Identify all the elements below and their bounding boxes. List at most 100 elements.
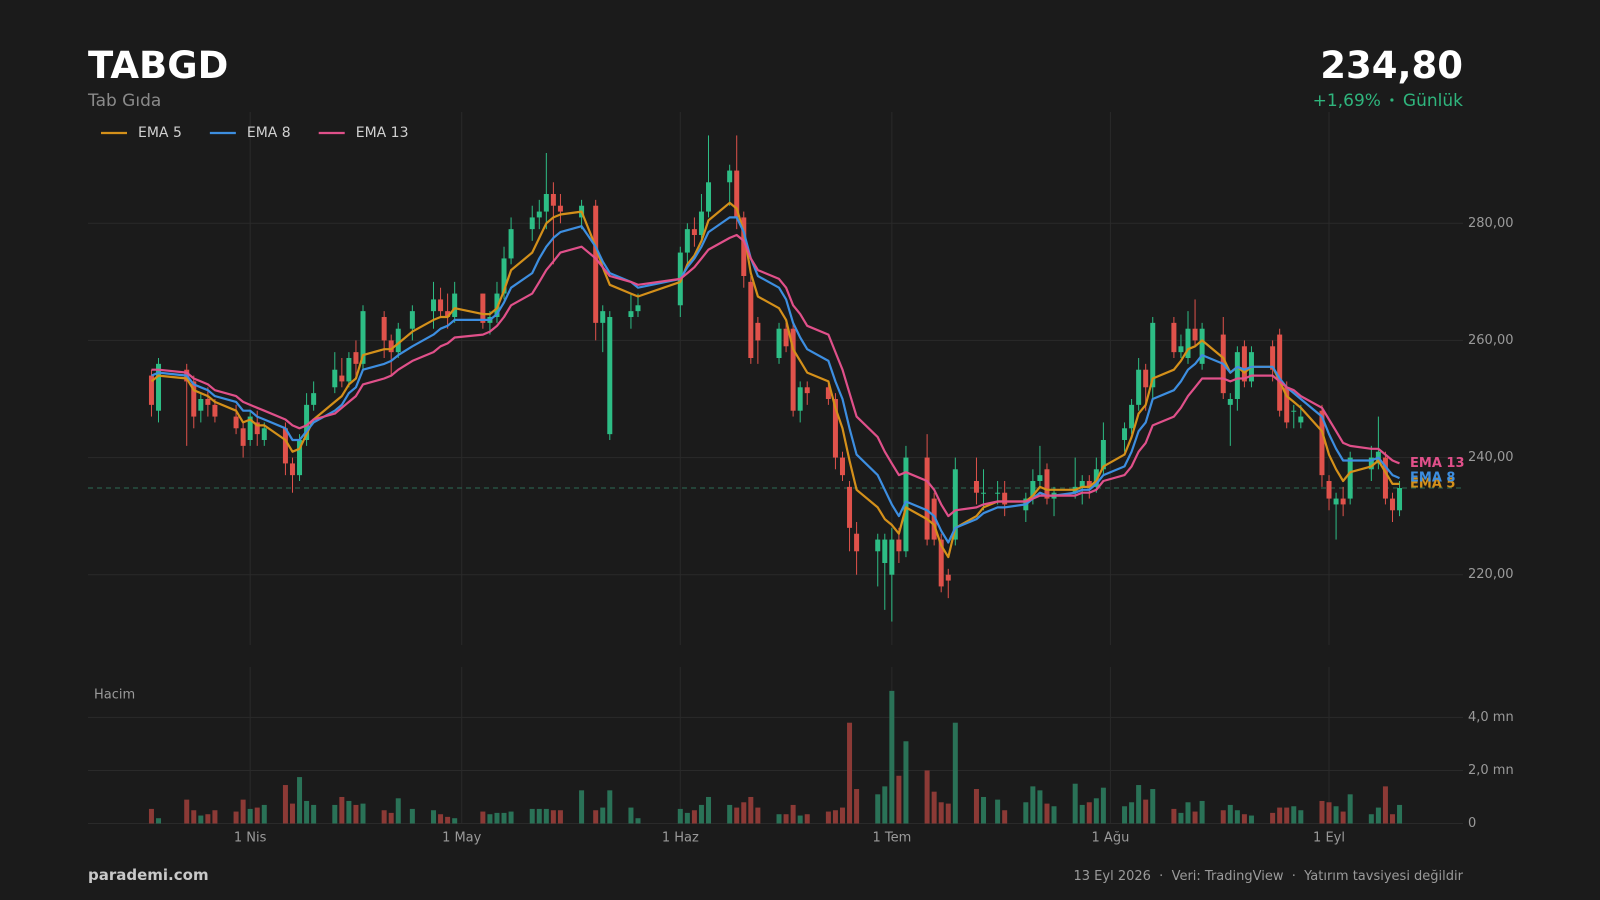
candle-body [741,217,747,276]
candle-body [388,340,394,353]
candle-body [931,498,937,540]
candle-body [1086,481,1092,487]
candle-body [212,404,218,417]
volume-bar [1397,804,1403,824]
volume-bar [1199,800,1205,824]
volume-bar [854,789,860,824]
volume-bar [628,807,634,824]
volume-bar [1340,811,1346,824]
candle-body [628,311,634,317]
candle-body [1333,498,1339,505]
volume-bar [409,808,415,824]
x-tick-label: 1 Eyl [1313,831,1345,846]
volume-bar [1291,806,1297,824]
candle-body [635,305,641,312]
volume-bar [148,808,154,824]
volume-bar [783,814,789,824]
candle-body [1241,346,1247,382]
candle-body [1270,346,1276,370]
candle-body [261,428,267,440]
candle-body [847,486,853,528]
volume-bar [734,807,740,824]
volume-bar [381,810,387,824]
volume-bar [205,814,211,824]
candle-body [1298,416,1304,423]
volume-tick-label: 0 [1468,816,1476,831]
candle-body [536,211,542,218]
candle-body [691,229,697,235]
candle-body [1136,369,1142,405]
candle-body [1284,387,1290,423]
volume-bar [1333,806,1339,824]
separator [1390,98,1394,102]
volume-bar [438,814,444,824]
candle-body [832,399,838,458]
candle-body [452,293,458,317]
volume-bar [536,808,542,824]
candle-body [734,170,740,218]
candle-body [875,539,881,552]
volume-bar [755,807,761,824]
volume-bar [431,810,437,824]
ema-end-label: EMA 13 [1410,456,1465,471]
candle-body [339,375,345,382]
volume-bar [1298,810,1304,824]
candle-body [1093,469,1099,487]
volume-bar [1270,812,1276,824]
candle-body [438,299,444,312]
volume-bar [395,798,401,824]
candle-body [282,428,288,464]
candle-body [395,328,401,353]
candle-body [1368,457,1374,470]
candle-body [1389,498,1395,511]
candle-body [557,205,563,212]
candle-body [1002,492,1008,505]
change: +1,69% [1313,91,1381,111]
candle-body [790,328,796,411]
volume-bar [529,808,535,824]
legend-label: EMA 5 [138,125,182,141]
candle-body [1397,488,1403,511]
x-tick-label: 1 Nis [234,831,267,846]
candle-body [247,416,253,440]
volume-bar [247,808,253,824]
candle-body [1277,334,1283,411]
candle-body [409,311,415,329]
volume-bar [727,804,733,824]
candle-body [1143,369,1149,388]
candle-body [1340,498,1346,505]
candle-body [1037,475,1043,481]
volume-bar [198,815,204,824]
volume-bar [353,804,359,824]
volume-bar [1136,785,1142,824]
candle-body [755,322,761,341]
candle-body [297,440,303,476]
candle-body [360,311,366,364]
volume-bar [332,804,338,824]
volume-bar [1079,804,1085,824]
volume-bar [973,789,979,824]
volume-bar [1382,786,1388,824]
volume-bar [882,786,888,824]
company-name: Tab Gıda [87,91,161,111]
volume-bar [981,796,987,824]
volume-bar [684,812,690,824]
candle-body [205,399,211,405]
volume-bar [995,799,1001,824]
candle-body [973,481,979,493]
volume-label: Hacim [94,688,135,703]
legend-label: EMA 13 [356,125,409,141]
volume-bar [289,803,295,824]
volume-bar [346,800,352,824]
candle-body [1234,352,1240,399]
volume-bar [543,808,549,824]
candle-body [607,317,613,435]
x-tick-label: 1 May [442,831,482,846]
volume-bar [254,807,260,824]
candle-body [198,399,204,411]
candle-body [1122,428,1128,440]
volume-bar [480,811,486,824]
volume-bar [282,785,288,824]
